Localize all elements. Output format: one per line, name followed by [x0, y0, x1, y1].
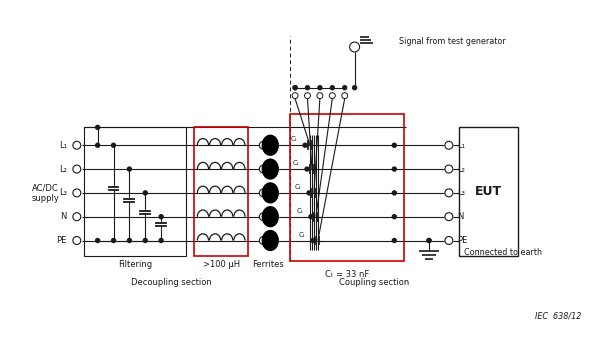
Text: Cₜ = 33 nF: Cₜ = 33 nF — [325, 270, 369, 279]
Circle shape — [95, 143, 100, 147]
Circle shape — [445, 189, 453, 197]
Text: Connected to earth: Connected to earth — [464, 248, 542, 257]
Text: Filtering: Filtering — [118, 260, 152, 269]
Text: Cₜ: Cₜ — [291, 136, 297, 142]
Text: L₂: L₂ — [59, 165, 67, 174]
Circle shape — [143, 191, 147, 195]
Circle shape — [95, 125, 100, 129]
Text: L₃: L₃ — [457, 189, 465, 197]
Circle shape — [445, 141, 453, 149]
Circle shape — [95, 239, 100, 242]
Circle shape — [329, 93, 335, 99]
Circle shape — [343, 86, 346, 90]
Ellipse shape — [263, 135, 278, 155]
Circle shape — [317, 93, 323, 99]
Circle shape — [73, 189, 81, 197]
Circle shape — [318, 86, 322, 90]
Text: L₁: L₁ — [457, 141, 465, 150]
Circle shape — [445, 213, 453, 221]
Circle shape — [292, 93, 298, 99]
Text: Decoupling section: Decoupling section — [131, 278, 211, 287]
Circle shape — [143, 239, 147, 242]
Text: AC/DC
supply: AC/DC supply — [31, 183, 59, 203]
Bar — [194, 127, 248, 256]
Circle shape — [293, 86, 297, 90]
Circle shape — [427, 239, 431, 242]
Circle shape — [305, 86, 310, 90]
Text: Cₜ: Cₜ — [293, 160, 299, 166]
Circle shape — [111, 239, 116, 242]
Ellipse shape — [263, 159, 278, 179]
Circle shape — [303, 143, 307, 147]
Circle shape — [341, 93, 348, 99]
Circle shape — [73, 236, 81, 245]
Text: EUT: EUT — [475, 185, 502, 198]
Bar — [290, 115, 404, 261]
Text: L₂: L₂ — [457, 165, 465, 174]
Bar — [459, 127, 518, 256]
Circle shape — [159, 215, 163, 219]
Text: >100 μH: >100 μH — [203, 260, 240, 269]
Circle shape — [73, 213, 81, 221]
Circle shape — [73, 141, 81, 149]
Ellipse shape — [263, 231, 278, 250]
Circle shape — [392, 143, 397, 147]
Circle shape — [293, 86, 297, 90]
Circle shape — [330, 86, 334, 90]
Circle shape — [259, 236, 267, 245]
Circle shape — [307, 191, 311, 195]
Ellipse shape — [263, 207, 278, 226]
Circle shape — [392, 167, 397, 171]
Text: IEC  638/12: IEC 638/12 — [535, 311, 581, 321]
Circle shape — [259, 165, 267, 173]
Circle shape — [392, 215, 397, 219]
Text: Cₜ: Cₜ — [295, 184, 302, 190]
Ellipse shape — [263, 183, 278, 203]
Text: Ferrites: Ferrites — [252, 260, 284, 269]
Circle shape — [427, 239, 431, 242]
Circle shape — [73, 165, 81, 173]
Text: PE: PE — [457, 236, 467, 245]
Circle shape — [305, 167, 309, 171]
Bar — [84, 127, 186, 256]
Text: L₃: L₃ — [59, 189, 67, 197]
Circle shape — [353, 86, 357, 90]
Circle shape — [111, 143, 116, 147]
Circle shape — [259, 213, 267, 221]
Circle shape — [392, 239, 397, 242]
Circle shape — [445, 236, 453, 245]
Text: Cₜ: Cₜ — [299, 231, 305, 237]
Circle shape — [349, 42, 360, 52]
Circle shape — [445, 165, 453, 173]
Text: Signal from test generator: Signal from test generator — [399, 37, 506, 45]
Circle shape — [159, 239, 163, 242]
Circle shape — [392, 191, 397, 195]
Text: N: N — [61, 212, 67, 221]
Circle shape — [311, 239, 315, 242]
Circle shape — [127, 239, 132, 242]
Text: PE: PE — [56, 236, 67, 245]
Text: L₁: L₁ — [59, 141, 67, 150]
Text: Cₜ: Cₜ — [297, 208, 304, 214]
Text: N: N — [457, 212, 463, 221]
Circle shape — [305, 93, 310, 99]
Circle shape — [127, 167, 132, 171]
Circle shape — [309, 215, 313, 219]
Text: Coupling section: Coupling section — [339, 278, 409, 287]
Circle shape — [259, 141, 267, 149]
Circle shape — [259, 189, 267, 197]
